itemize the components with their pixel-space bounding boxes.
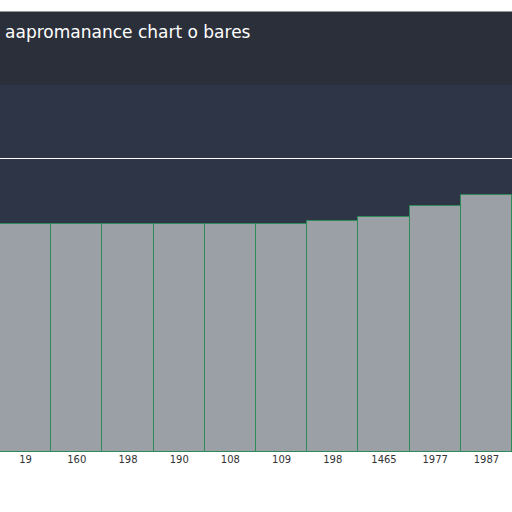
svg-text:1465: 1465 (371, 454, 396, 465)
svg-text:109: 109 (272, 454, 291, 465)
svg-text:1977: 1977 (422, 454, 447, 465)
svg-text:19: 19 (19, 454, 32, 465)
svg-text:198: 198 (118, 454, 137, 465)
svg-text:190: 190 (170, 454, 189, 465)
svg-text:160: 160 (67, 454, 86, 465)
svg-text:1987: 1987 (474, 454, 499, 465)
svg-text:108: 108 (221, 454, 240, 465)
svg-text:aapromanance chart o bares: aapromanance chart o bares (5, 22, 250, 42)
svg-text:198: 198 (323, 454, 342, 465)
